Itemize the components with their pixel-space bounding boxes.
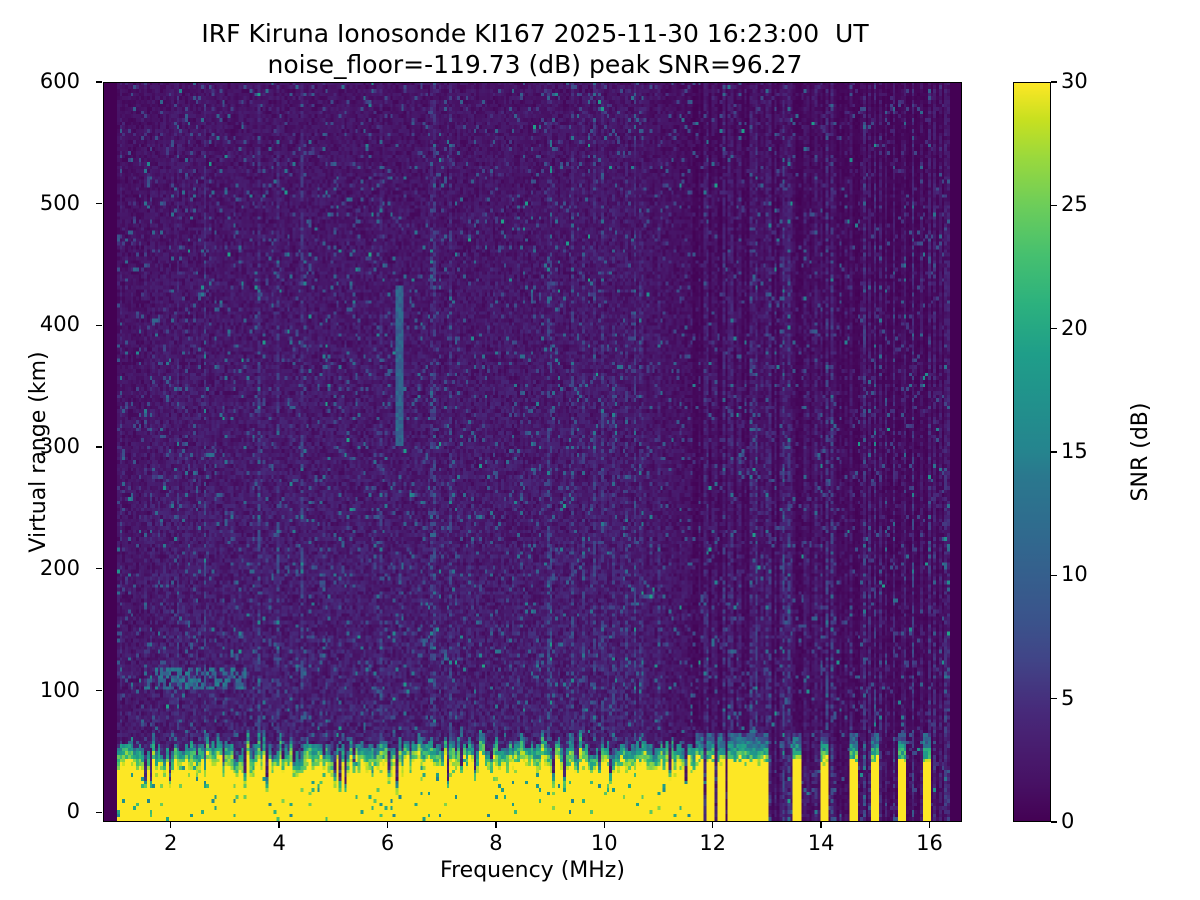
y-tick-mark	[96, 203, 102, 205]
colorbar-tick-mark	[1051, 698, 1057, 700]
y-tick-label: 100	[39, 677, 80, 702]
colorbar-tick-mark	[1051, 81, 1057, 83]
y-tick-label: 500	[39, 190, 80, 215]
colorbar-tick-label: 30	[1061, 69, 1088, 93]
y-axis-label: Virtual range (km)	[26, 351, 51, 553]
y-tick-mark	[96, 568, 102, 570]
colorbar-tick-label: 15	[1061, 439, 1088, 463]
y-tick-label: 300	[39, 434, 80, 459]
colorbar-tick-mark	[1051, 328, 1057, 330]
figure-title: IRF Kiruna Ionosonde KI167 2025-11-30 16…	[0, 18, 1070, 80]
x-tick-label: 2	[164, 831, 178, 855]
x-tick-mark	[928, 822, 931, 828]
x-axis-label: Frequency (MHz)	[440, 858, 625, 883]
x-tick-label: 14	[807, 831, 835, 855]
colorbar-tick-label: 20	[1061, 315, 1088, 340]
y-tick-mark	[96, 811, 102, 813]
ionogram-heatmap	[104, 83, 961, 821]
x-tick-label: 12	[699, 831, 727, 855]
colorbar-tick-mark	[1051, 204, 1057, 206]
y-tick-label: 600	[39, 69, 80, 93]
x-tick-mark	[170, 822, 172, 828]
x-tick-mark	[495, 822, 497, 828]
y-tick-mark	[96, 689, 102, 692]
ionogram-plot-area	[103, 82, 962, 822]
colorbar-tick-label: 25	[1061, 192, 1088, 217]
y-tick-mark	[96, 81, 102, 83]
colorbar-tick-label: 0	[1061, 809, 1075, 833]
x-tick-label: 16	[916, 831, 943, 855]
x-tick-label: 8	[489, 831, 503, 855]
title-line-2: noise_floor=-119.73 (dB) peak SNR=96.27	[267, 50, 803, 79]
colorbar-tick-label: 5	[1061, 685, 1075, 710]
colorbar-tick-mark	[1051, 821, 1057, 823]
x-tick-label: 4	[272, 831, 286, 855]
x-tick-mark	[278, 822, 280, 828]
colorbar-tick-label: 10	[1061, 562, 1088, 587]
colorbar	[1013, 82, 1051, 822]
x-tick-mark	[603, 822, 605, 828]
y-tick-mark	[96, 446, 102, 448]
title-line-1: IRF Kiruna Ionosonde KI167 2025-11-30 16…	[201, 19, 869, 48]
y-tick-label: 200	[39, 555, 80, 580]
y-tick-label: 0	[66, 799, 80, 824]
x-tick-mark	[820, 822, 822, 828]
colorbar-tick-mark	[1051, 451, 1057, 453]
x-tick-label: 6	[380, 831, 395, 855]
x-tick-label: 10	[590, 831, 618, 855]
y-tick-label: 400	[39, 312, 80, 337]
colorbar-label: SNR (dB)	[1128, 402, 1153, 502]
colorbar-tick-mark	[1051, 574, 1057, 576]
x-tick-mark	[386, 822, 389, 828]
y-tick-mark	[96, 324, 102, 327]
x-tick-mark	[712, 822, 714, 828]
